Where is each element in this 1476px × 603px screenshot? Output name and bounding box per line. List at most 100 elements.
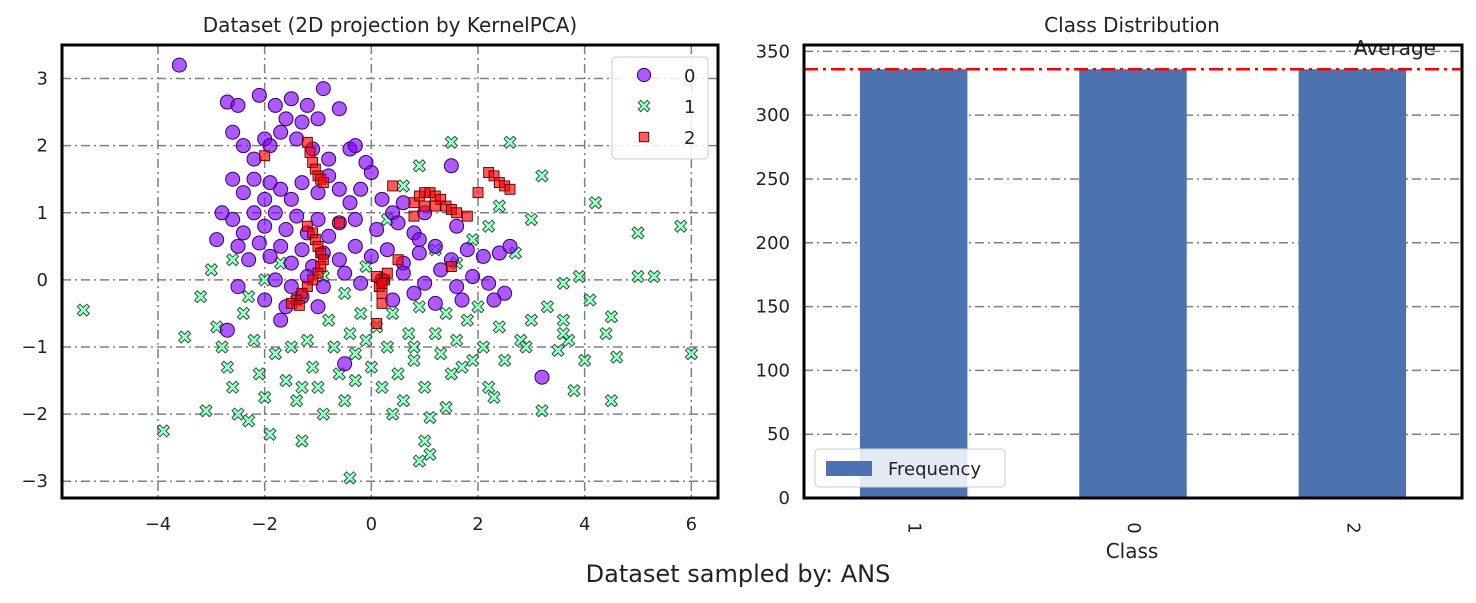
- scatter-point-class-1: [396, 179, 410, 193]
- scatter-point-class-0: [486, 292, 502, 308]
- scatter-point-class-1: [220, 360, 234, 374]
- scatter-point-class-1: [348, 373, 362, 388]
- scatter-x-tick-label: 6: [686, 514, 697, 535]
- scatter-point-class-0: [310, 299, 326, 315]
- scatter-point-class-1: [519, 340, 533, 354]
- scatter-point-class-2: [376, 297, 388, 309]
- scatter-point-class-1: [572, 269, 586, 284]
- scatter-point-class-0: [241, 252, 257, 268]
- scatter-point-class-1: [412, 454, 426, 468]
- scatter-point-class-1: [386, 407, 400, 421]
- scatter-point-class-0: [230, 279, 246, 295]
- scatter-point-class-2: [504, 183, 516, 195]
- scatter-point-class-2: [451, 207, 463, 219]
- scatter-point-class-0: [443, 158, 459, 174]
- scatter-point-class-0: [246, 171, 262, 187]
- scatter-point-class-0: [246, 151, 262, 167]
- scatter-x-tick-label: 0: [366, 514, 377, 535]
- scatter-point-class-0: [369, 222, 385, 238]
- scatter-point-class-1: [439, 400, 453, 415]
- bar-x-tick-label: 0: [1123, 522, 1144, 533]
- scatter-point-class-0: [337, 265, 353, 281]
- scatter-point-class-0: [427, 295, 443, 311]
- scatter-point-class-1: [226, 380, 240, 394]
- scatter-point-class-0: [225, 211, 241, 227]
- scatter-point-class-1: [604, 394, 618, 408]
- scatter-point-class-0: [427, 238, 443, 254]
- scatter-point-class-0: [353, 275, 369, 291]
- scatter-point-class-0: [257, 191, 273, 207]
- bar-y-tick-label: 100: [756, 360, 790, 381]
- scatter-point-class-1: [524, 313, 538, 327]
- scatter-x-tick-label: −2: [251, 514, 278, 535]
- bar-y-tick-label: 350: [756, 41, 790, 62]
- scatter-point-class-1: [604, 310, 618, 324]
- scatter-point-class-0: [337, 356, 353, 372]
- scatter-point-class-1: [412, 300, 426, 314]
- scatter-point-class-0: [230, 97, 246, 113]
- scatter-point-class-2: [304, 146, 316, 158]
- bar-x-tick-label: 2: [1342, 522, 1363, 533]
- scatter-point-class-0: [417, 275, 433, 291]
- bar-class-1: [859, 69, 968, 499]
- figure-suptitle: Dataset sampled by: ANS: [586, 560, 891, 588]
- scatter-point-class-1: [412, 159, 426, 173]
- scatter-point-class-1: [327, 340, 341, 354]
- scatter-point-class-1: [535, 404, 549, 418]
- scatter-point-class-1: [583, 293, 597, 307]
- scatter-legend-label: 0: [684, 66, 695, 87]
- bar-panel: Class Distribution Average 1 0 2 0 50 100 150…: [756, 13, 1464, 563]
- scatter-point-class-1: [226, 253, 240, 267]
- scatter-point-class-1: [578, 353, 592, 368]
- scatter-point-class-0: [374, 191, 390, 207]
- scatter-point-class-1: [338, 286, 352, 300]
- scatter-point-class-0: [267, 97, 283, 113]
- scatter-point-class-0: [395, 195, 411, 211]
- scatter-point-class-0: [294, 114, 310, 130]
- bar-bars: [859, 69, 1407, 499]
- scatter-legend-marker-0: [636, 67, 652, 83]
- scatter-series-0: [171, 57, 550, 385]
- scatter-point-class-2: [293, 299, 305, 311]
- scatter-point-class-0: [481, 275, 497, 291]
- scatter-point-class-2: [333, 217, 345, 229]
- scatter-point-class-1: [631, 226, 645, 240]
- scatter-point-class-0: [225, 171, 241, 187]
- scatter-point-class-0: [278, 222, 294, 238]
- scatter-point-class-2: [472, 187, 484, 199]
- scatter-point-class-0: [353, 181, 369, 197]
- scatter-point-class-1: [535, 169, 549, 183]
- scatter-point-class-0: [347, 138, 363, 154]
- bar-y-ticks: 0 50 100 150 200 250 300 350: [756, 41, 790, 509]
- scatter-point-class-1: [359, 333, 373, 347]
- scatter-x-tick-label: −4: [145, 514, 172, 535]
- scatter-point-class-0: [299, 97, 315, 113]
- bar-legend-label: Frequency: [888, 459, 981, 480]
- scatter-point-class-1: [684, 347, 698, 361]
- scatter-point-class-1: [386, 306, 400, 321]
- bar-class-2: [1298, 69, 1407, 499]
- bar-y-tick-label: 200: [756, 233, 790, 254]
- scatter-point-class-0: [283, 279, 299, 295]
- scatter-point-class-0: [502, 238, 518, 254]
- scatter-point-class-0: [267, 272, 283, 288]
- scatter-point-class-1: [391, 367, 405, 381]
- bar-y-tick-label: 300: [756, 105, 790, 126]
- scatter-point-class-0: [475, 248, 491, 264]
- scatter-point-class-0: [278, 111, 294, 127]
- bar-y-tick-label: 50: [767, 424, 790, 445]
- scatter-y-tick-label: −1: [21, 337, 48, 358]
- scatter-point-class-1: [194, 290, 208, 304]
- scatter-point-class-1: [199, 404, 213, 418]
- scatter-point-class-1: [418, 434, 432, 448]
- scatter-y-tick-label: −3: [21, 471, 48, 492]
- scatter-point-class-1: [178, 330, 192, 344]
- bar-y-tick-label: 150: [756, 297, 790, 318]
- scatter-point-class-1: [460, 313, 474, 327]
- scatter-point-class-1: [444, 367, 458, 381]
- scatter-point-class-1: [279, 373, 293, 388]
- scatter-point-class-0: [347, 238, 363, 254]
- scatter-point-class-2: [387, 180, 399, 192]
- scatter-point-class-0: [406, 285, 422, 301]
- scatter-point-class-2: [429, 200, 441, 212]
